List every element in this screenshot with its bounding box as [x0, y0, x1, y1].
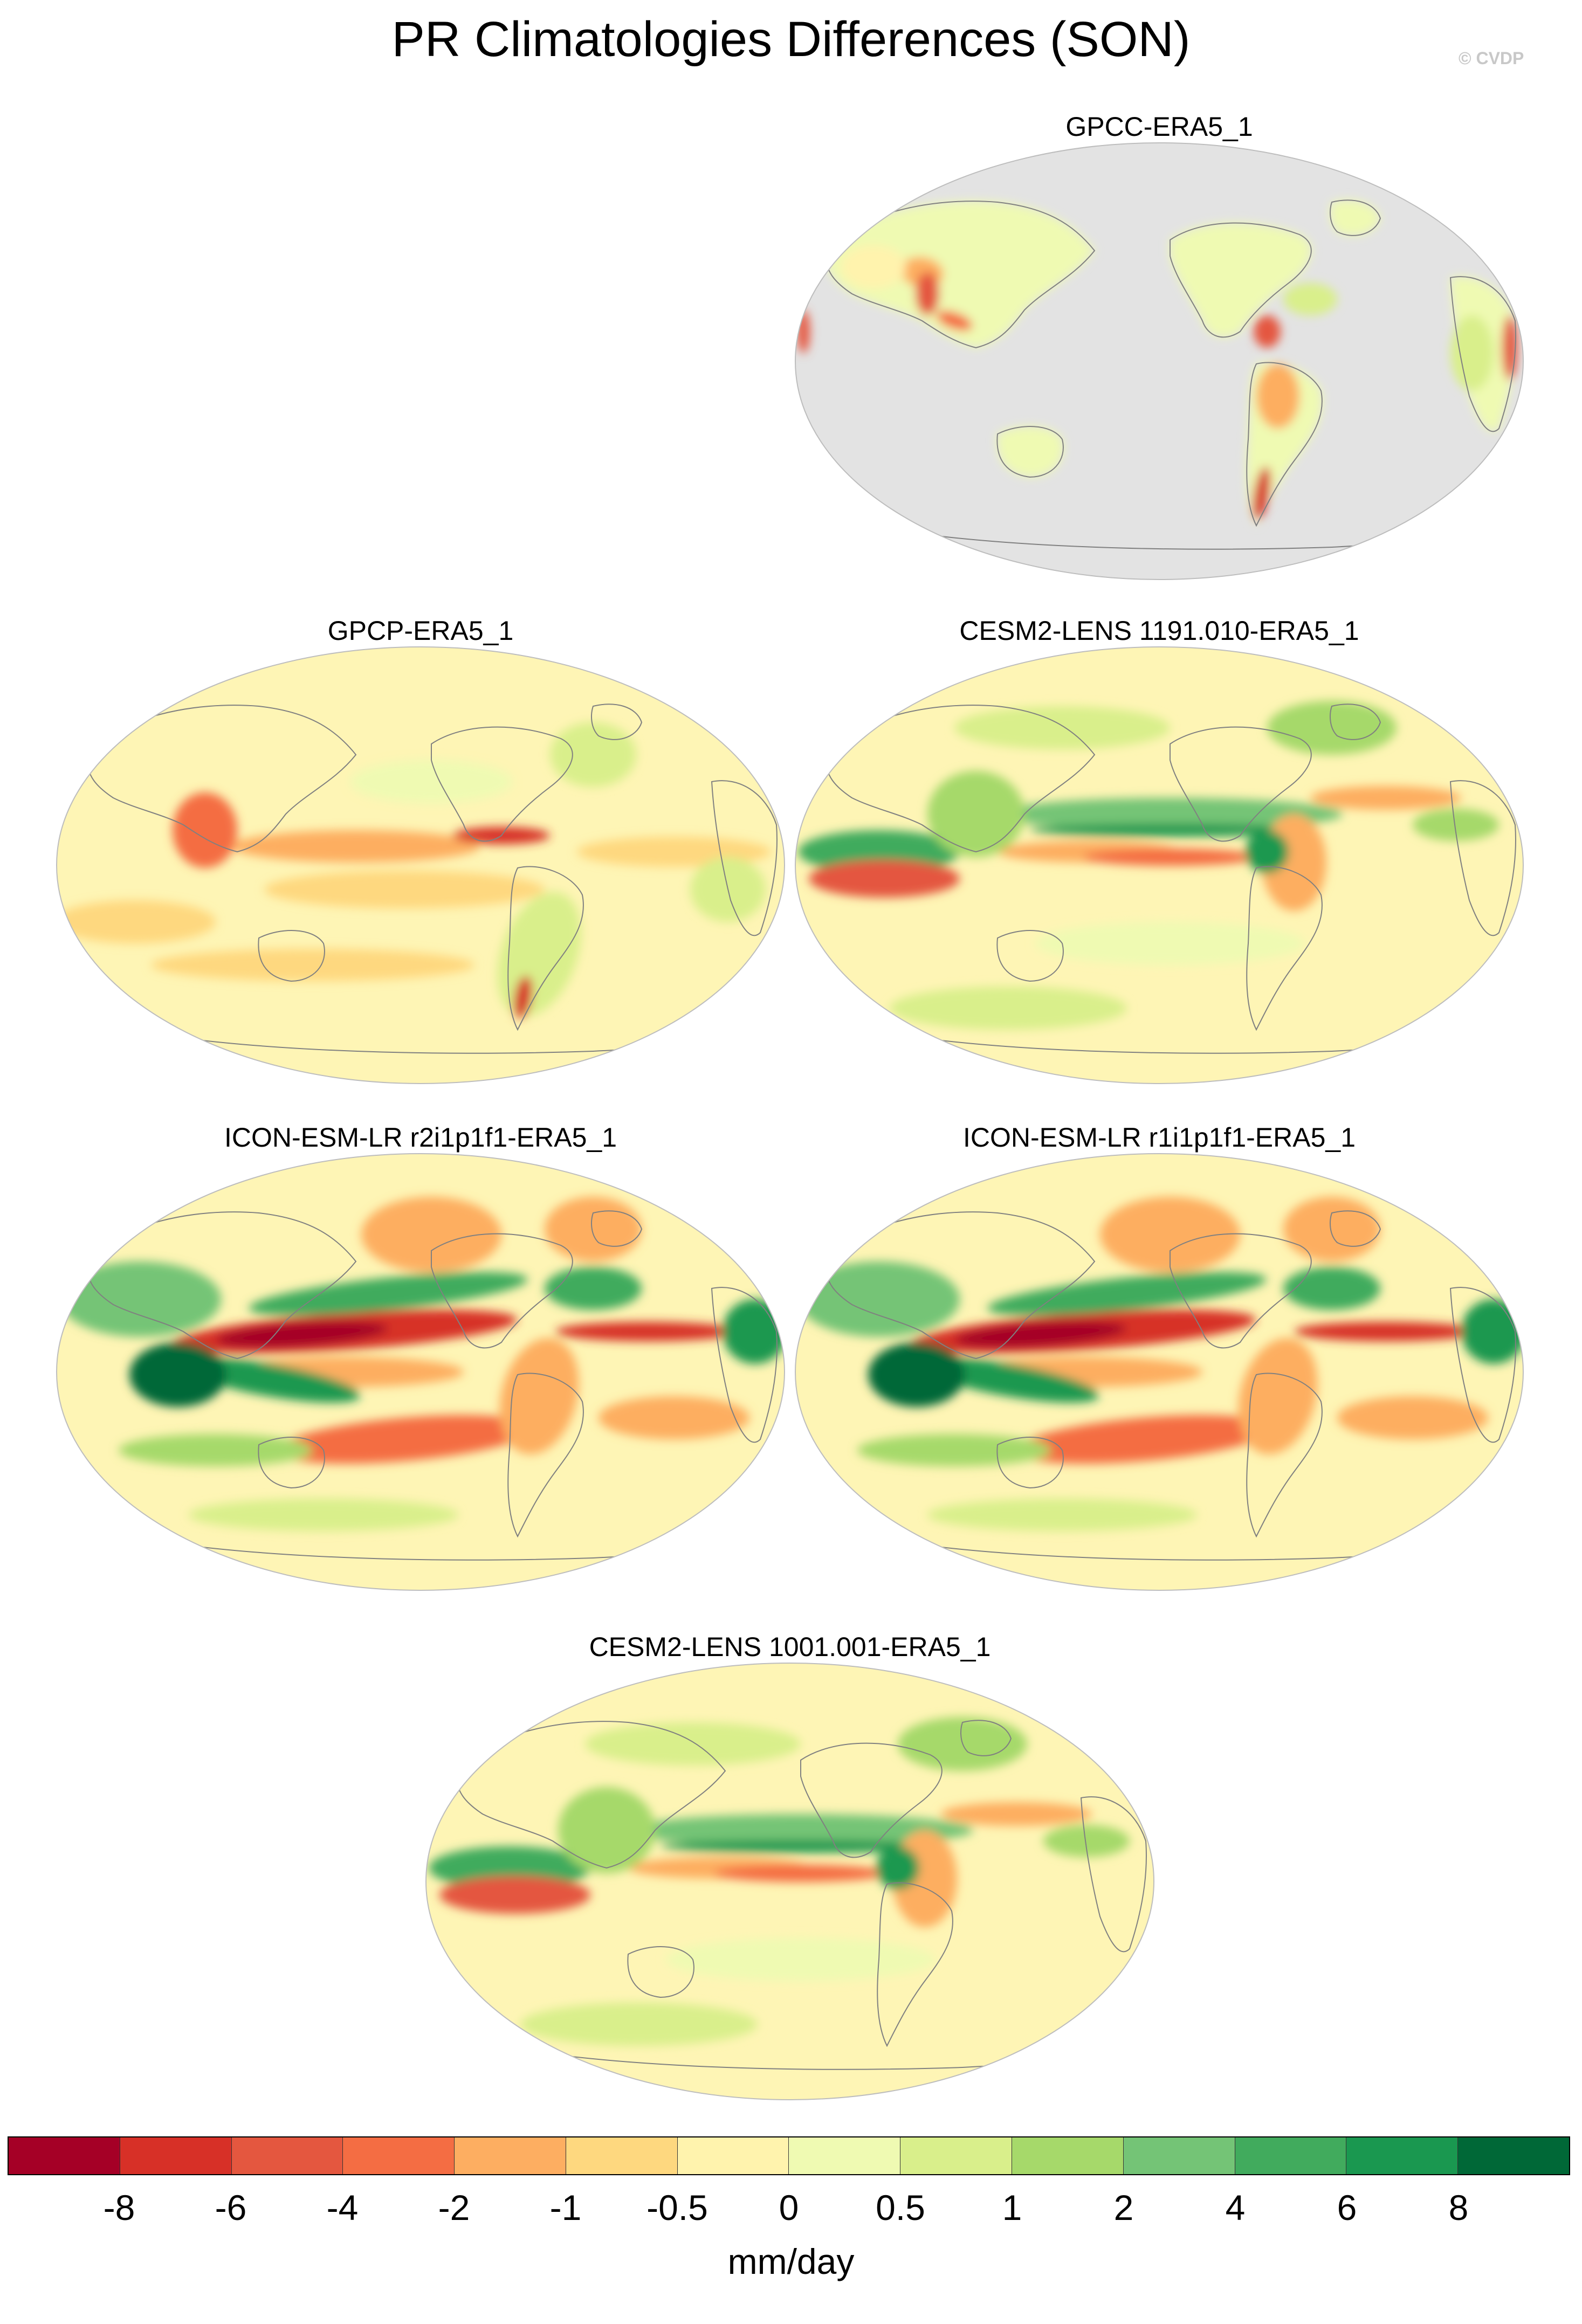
panel-title: CESM2-LENS 1191.010-ERA5_1	[959, 616, 1359, 646]
colorbar-box	[343, 2137, 455, 2174]
panel-title: GPCC-ERA5_1	[1065, 112, 1253, 142]
colorbar-box	[455, 2137, 566, 2174]
colorbar-tick-label: 1	[1002, 2188, 1022, 2228]
colorbar	[8, 2136, 1570, 2175]
map-plot	[56, 1153, 785, 1591]
colorbar-tick-label: -4	[326, 2188, 359, 2228]
colorbar-tick-label: -0.5	[646, 2188, 708, 2228]
colorbar-box	[677, 2137, 789, 2174]
colorbar-box	[1458, 2137, 1569, 2174]
map-plot	[56, 646, 785, 1084]
colorbar-box	[1123, 2137, 1235, 2174]
colorbar-box	[231, 2137, 343, 2174]
figure-title: PR Climatologies Differences (SON)	[391, 12, 1191, 67]
colorbar-box	[9, 2137, 120, 2174]
map-plot	[795, 142, 1524, 580]
colorbar-tick-label: 0.5	[876, 2188, 925, 2228]
colorbar-tick-label: -1	[549, 2188, 582, 2228]
colorbar-box	[120, 2137, 232, 2174]
colorbar-tick-label: -2	[438, 2188, 470, 2228]
colorbar-tick-label: 8	[1448, 2188, 1469, 2228]
colorbar-box	[789, 2137, 901, 2174]
colorbar-tick-label: -8	[103, 2188, 135, 2228]
map-plot	[425, 1663, 1154, 2100]
panel-title: CESM2-LENS 1001.001-ERA5_1	[589, 1632, 991, 1662]
colorbar-box	[566, 2137, 678, 2174]
panel-title: GPCP-ERA5_1	[327, 616, 514, 646]
colorbar-tick-label: -6	[215, 2188, 247, 2228]
colorbar-tick-label: 0	[779, 2188, 799, 2228]
colorbar-box	[1346, 2137, 1459, 2174]
colorbar-box	[900, 2137, 1013, 2174]
map-plot	[795, 1153, 1524, 1591]
panel-title: ICON-ESM-LR r1i1p1f1-ERA5_1	[962, 1122, 1356, 1153]
colorbar-box	[1012, 2137, 1124, 2174]
map-plot	[795, 646, 1524, 1084]
colorbar-tick-label: 4	[1225, 2188, 1246, 2228]
colorbar-tick-label: 6	[1337, 2188, 1357, 2228]
colorbar-box	[1235, 2137, 1347, 2174]
colorbar-units: mm/day	[727, 2242, 855, 2281]
colorbar-tick-label: 2	[1113, 2188, 1134, 2228]
watermark: © CVDP	[1459, 49, 1524, 68]
panel-title: ICON-ESM-LR r2i1p1f1-ERA5_1	[224, 1122, 617, 1153]
